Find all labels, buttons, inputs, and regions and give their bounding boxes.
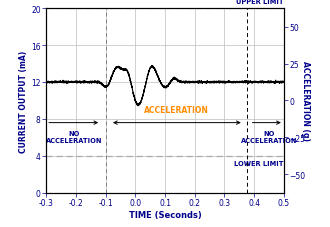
- X-axis label: TIME (Seconds): TIME (Seconds): [129, 210, 201, 219]
- Text: LOWER LIMIT: LOWER LIMIT: [234, 160, 283, 166]
- Y-axis label: ACCELERATION (g): ACCELERATION (g): [301, 61, 310, 141]
- Text: NO
ACCELERATION: NO ACCELERATION: [46, 131, 103, 143]
- Text: UPPER LIMIT: UPPER LIMIT: [236, 0, 283, 5]
- Y-axis label: CURRENT OUTPUT (mA): CURRENT OUTPUT (mA): [19, 50, 28, 152]
- Text: NO
ACCELERATION: NO ACCELERATION: [241, 131, 297, 143]
- Text: ACCELERATION: ACCELERATION: [145, 106, 209, 115]
